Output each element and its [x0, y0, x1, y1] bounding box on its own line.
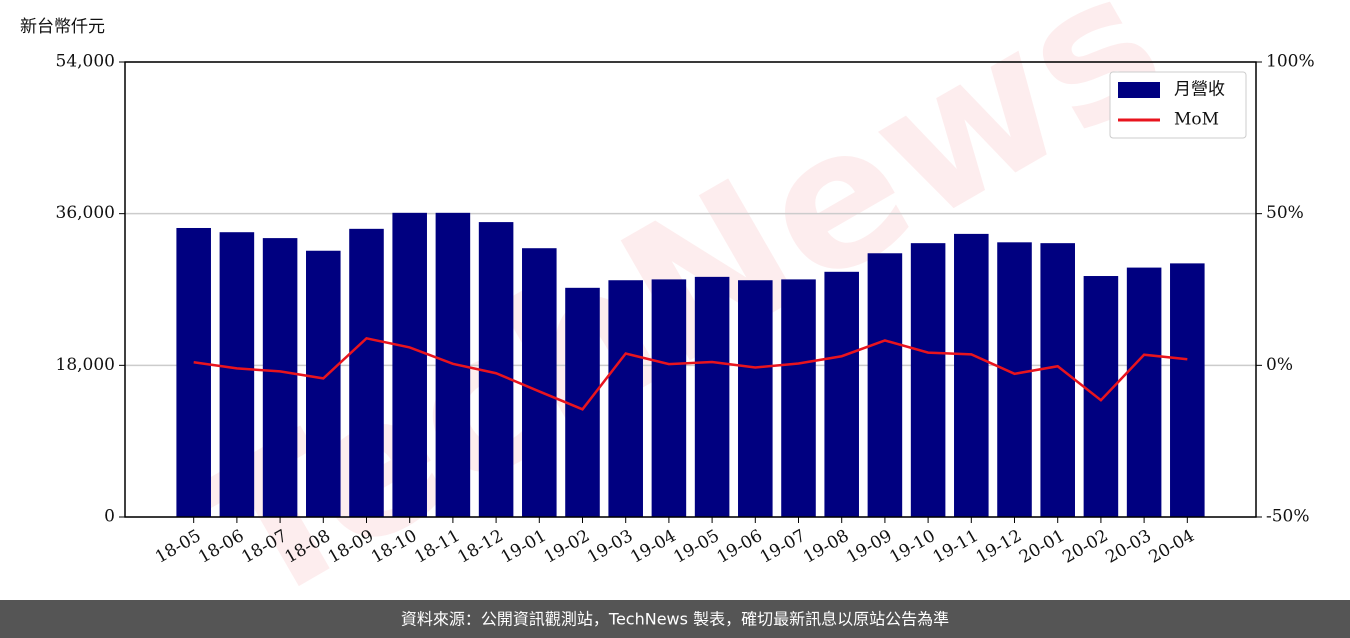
y-tick-label: 0 — [104, 507, 115, 527]
bar — [651, 279, 687, 517]
x-tick-label: 19-09 — [843, 526, 895, 568]
bar — [349, 228, 384, 518]
bar — [1170, 263, 1205, 517]
bar — [262, 238, 298, 517]
bar — [1083, 276, 1119, 517]
line — [193, 336, 1188, 411]
x-tick-label: 19-06 — [714, 526, 766, 568]
x-tick-label: 20-02 — [1059, 526, 1111, 568]
footer-bar — [0, 600, 1350, 638]
y2-tick-label: 100% — [1266, 52, 1315, 72]
bar — [306, 250, 341, 518]
bar — [392, 212, 427, 517]
bar — [781, 279, 816, 517]
legend-swatch — [1118, 82, 1160, 98]
x-tick-label: 19-12 — [973, 526, 1025, 568]
x-tick-label: 19-05 — [670, 526, 722, 568]
x-tick-label: 20-04 — [1146, 526, 1198, 568]
bar — [176, 227, 211, 518]
bar — [565, 287, 600, 517]
bar — [738, 280, 773, 517]
x-tick-label: 19-11 — [930, 526, 982, 568]
y2-tick-label: 0% — [1266, 355, 1293, 375]
bar — [1040, 243, 1075, 517]
legend-label: 月營收 — [1174, 80, 1225, 100]
plot-frame — [124, 61, 1257, 518]
y-tick-label: 18,000 — [56, 355, 115, 375]
x-tick-label: 19-07 — [757, 526, 809, 568]
y-tick-label: 36,000 — [56, 203, 115, 223]
y-unit-label: 新台幣仟元 — [20, 17, 105, 37]
y2-tick-label: -50% — [1266, 507, 1310, 527]
bar — [608, 280, 643, 517]
bar — [694, 276, 730, 517]
x-tick-label: 19-08 — [800, 526, 852, 568]
y-tick-label: 54,000 — [56, 52, 115, 72]
legend-label: MoM — [1174, 110, 1219, 130]
x-tick-label: 19-01 — [498, 526, 550, 568]
bar — [1126, 267, 1162, 517]
x-tick-label: 19-03 — [584, 526, 636, 568]
x-tick-label: 18-05 — [152, 526, 204, 568]
bar — [910, 243, 946, 517]
x-tick-label: 19-10 — [886, 526, 938, 568]
x-tick-label: 20-03 — [1102, 526, 1154, 568]
x-tick-label: 20-01 — [1016, 526, 1068, 568]
y2-tick-label: 50% — [1266, 203, 1304, 223]
bar — [867, 253, 903, 517]
bar — [954, 233, 989, 517]
bar — [997, 242, 1032, 517]
bar — [522, 248, 557, 518]
x-tick-label: 19-02 — [541, 526, 593, 568]
footer: 資料來源：公開資訊觀測站，TechNews 製表，確切最新訊息以原站公告為準 — [401, 610, 949, 629]
bar — [219, 232, 255, 517]
x-tick-label: 19-04 — [627, 526, 679, 568]
bar — [824, 271, 859, 517]
